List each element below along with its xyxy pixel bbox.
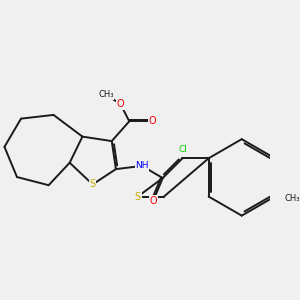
Text: S: S [135, 191, 141, 202]
Text: O: O [148, 116, 156, 126]
Text: CH₃: CH₃ [285, 194, 300, 202]
Text: Cl: Cl [178, 145, 187, 154]
Text: O: O [116, 99, 124, 109]
Text: CH₃: CH₃ [98, 90, 114, 99]
Text: O: O [149, 196, 157, 206]
Text: S: S [90, 179, 96, 189]
Text: NH: NH [135, 161, 149, 170]
